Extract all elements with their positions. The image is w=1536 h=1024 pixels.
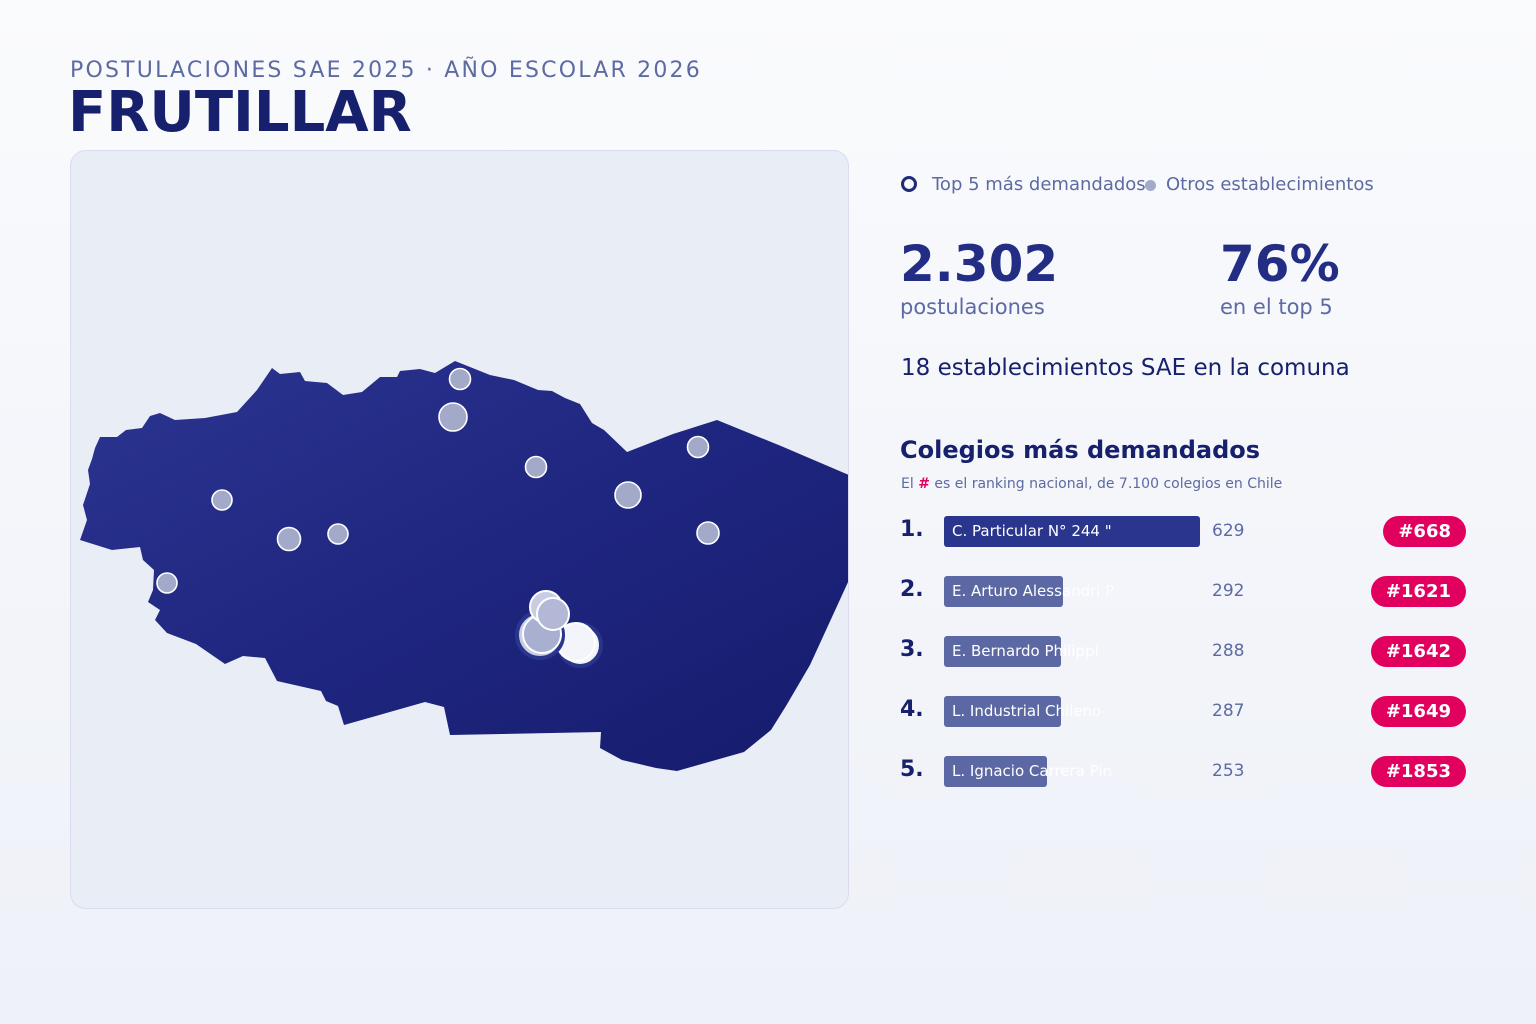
stat-top5-share: 76% en el top 5 bbox=[1220, 239, 1340, 319]
applications-label: postulaciones bbox=[900, 295, 1045, 319]
page-title: FRUTILLAR bbox=[68, 80, 412, 145]
rank-number: 2. bbox=[900, 577, 924, 602]
applications-value: 2.302 bbox=[900, 235, 1059, 293]
school-marker[interactable] bbox=[614, 481, 642, 509]
school-marker[interactable] bbox=[524, 455, 548, 479]
page-kicker: POSTULACIONES SAE 2025 · AÑO ESCOLAR 202… bbox=[70, 58, 702, 83]
ranking-row[interactable]: 5. L. Ignacio Carrera Pin 253 #1853 bbox=[900, 755, 1466, 789]
comuna-boundary bbox=[80, 361, 848, 771]
national-rank-badge: #668 bbox=[1383, 516, 1466, 547]
stat-applications: 2.302 postulaciones bbox=[900, 239, 1058, 319]
comuna-map[interactable] bbox=[70, 150, 849, 909]
top5-share-label: en el top 5 bbox=[1220, 295, 1333, 319]
top5-share-value: 76% bbox=[1220, 235, 1340, 293]
applications-bar bbox=[944, 636, 1061, 667]
school-name: L. Ignacio Carrera Pin bbox=[952, 762, 1113, 780]
subtitle-suffix: es el ranking nacional, de 7.100 colegio… bbox=[934, 476, 1283, 492]
ranking-row[interactable]: 2. E. Arturo Alessandri P 292 #1621 bbox=[900, 575, 1466, 609]
school-marker[interactable] bbox=[211, 489, 233, 511]
applications-bar bbox=[944, 696, 1061, 727]
school-marker[interactable] bbox=[276, 526, 302, 552]
applications-bar bbox=[944, 756, 1047, 787]
national-rank-badge: #1649 bbox=[1370, 696, 1466, 727]
rank-number: 1. bbox=[900, 517, 924, 542]
subtitle-prefix: El bbox=[901, 476, 914, 492]
legend-others-label: Otros establecimientos bbox=[1166, 174, 1374, 195]
legend-top5-label: Top 5 más demandados bbox=[932, 174, 1146, 195]
rank-number: 5. bbox=[900, 757, 924, 782]
ranking-subtitle: El # es el ranking nacional, de 7.100 co… bbox=[901, 476, 1282, 492]
national-rank-badge: #1642 bbox=[1370, 636, 1466, 667]
schools-total: 18 establecimientos SAE en la comuna bbox=[901, 355, 1350, 381]
ranking-row[interactable]: 1. C. Particular N° 244 " 629 #668 bbox=[900, 515, 1466, 549]
applications-bar bbox=[944, 576, 1063, 607]
rank-number: 4. bbox=[900, 697, 924, 722]
top5-school-markers bbox=[515, 590, 603, 668]
subtitle-hash: # bbox=[918, 476, 930, 492]
ranking-title: Colegios más demandados bbox=[900, 436, 1261, 464]
applications-count: 253 bbox=[1212, 761, 1245, 781]
school-name: L. Industrial Chileno- bbox=[952, 702, 1107, 720]
applications-count: 288 bbox=[1212, 641, 1245, 661]
ring-icon bbox=[901, 176, 917, 192]
school-marker[interactable] bbox=[448, 367, 472, 391]
school-marker[interactable] bbox=[327, 523, 349, 545]
applications-count: 292 bbox=[1212, 581, 1245, 601]
applications-count: 287 bbox=[1212, 701, 1245, 721]
national-rank-badge: #1853 bbox=[1370, 756, 1466, 787]
national-rank-badge: #1621 bbox=[1370, 576, 1466, 607]
school-marker[interactable] bbox=[696, 521, 720, 545]
ranking-row[interactable]: 3. E. Bernardo Philippi 288 #1642 bbox=[900, 635, 1466, 669]
other-school-markers bbox=[156, 367, 720, 594]
rank-number: 3. bbox=[900, 637, 924, 662]
ranking-row[interactable]: 4. L. Industrial Chileno- 287 #1649 bbox=[900, 695, 1466, 729]
dot-icon bbox=[1145, 180, 1156, 191]
school-name: C. Particular N° 244 " bbox=[952, 522, 1112, 540]
school-marker[interactable] bbox=[438, 402, 468, 432]
map-panel[interactable] bbox=[70, 150, 849, 909]
school-name: E. Arturo Alessandri P bbox=[952, 582, 1115, 600]
applications-count: 629 bbox=[1212, 521, 1245, 541]
school-name: E. Bernardo Philippi bbox=[952, 642, 1099, 660]
school-marker[interactable] bbox=[156, 572, 178, 594]
top-school-marker[interactable] bbox=[536, 597, 570, 631]
applications-bar bbox=[944, 516, 1200, 547]
school-marker[interactable] bbox=[686, 435, 710, 459]
